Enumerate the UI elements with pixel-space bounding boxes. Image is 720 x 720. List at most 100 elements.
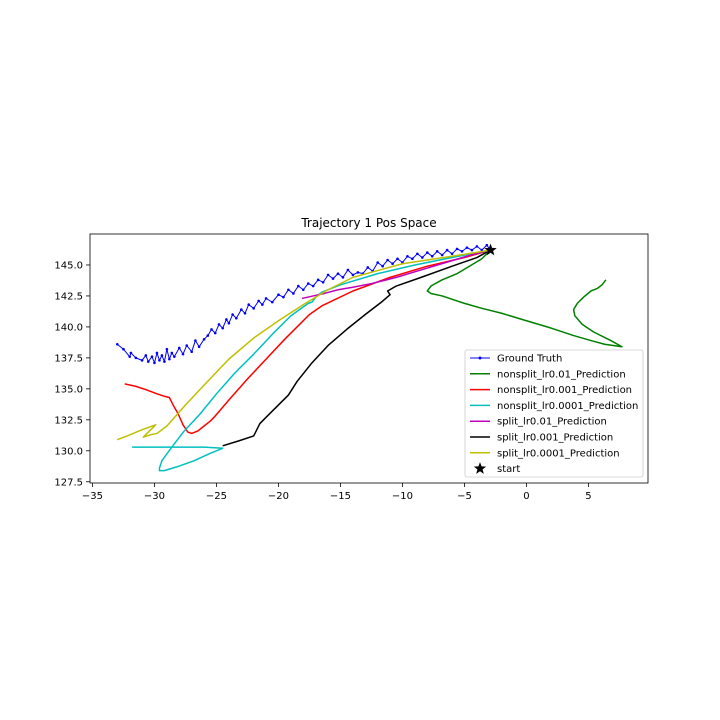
data-point-ground-truth (311, 284, 315, 288)
data-point-ground-truth (475, 245, 479, 248)
data-point-ground-truth (225, 318, 228, 321)
data-point-ground-truth (292, 292, 295, 295)
start-marker-icon (484, 243, 497, 256)
data-point-ground-truth (270, 300, 274, 304)
x-tick-label: −25 (206, 491, 227, 502)
data-point-ground-truth (391, 262, 394, 266)
data-point-ground-truth (177, 346, 181, 350)
data-point-ground-truth (144, 354, 148, 357)
data-point-ground-truth (146, 360, 150, 363)
x-axis: −35 −30 −25 −20 −15 −10 −5 0 5 (82, 483, 592, 502)
data-point-ground-truth (465, 246, 469, 249)
y-tick-label: 130.0 (54, 446, 83, 457)
x-tick-label: −5 (457, 491, 472, 502)
data-point-ground-truth (282, 295, 285, 299)
data-point-ground-truth (277, 293, 280, 297)
data-point-ground-truth (206, 334, 210, 337)
data-point-ground-truth (239, 308, 243, 311)
data-point-ground-truth (197, 345, 201, 349)
legend-start-icon (473, 462, 487, 474)
legend-label: split_lr0.001_Prediction (497, 433, 613, 444)
series-line-split-lr0-0001-prediction (117, 249, 491, 441)
data-point-ground-truth (217, 323, 221, 326)
data-point-ground-truth (221, 326, 224, 330)
data-point-ground-truth (386, 258, 389, 262)
x-tick-label: −20 (268, 491, 289, 502)
data-point-ground-truth (376, 261, 379, 264)
series-line-nonsplit-lr0-001-prediction (124, 249, 491, 435)
x-tick-label: −30 (144, 491, 165, 502)
data-point-ground-truth (460, 250, 464, 253)
data-point-ground-truth (346, 268, 350, 272)
legend-label: nonsplit_lr0.001_Prediction (497, 385, 632, 396)
data-point-ground-truth (231, 313, 234, 316)
data-point-ground-truth (235, 316, 238, 320)
data-point-ground-truth (170, 351, 174, 355)
data-point-ground-truth (356, 271, 360, 274)
data-point-ground-truth (326, 273, 330, 277)
data-point-ground-truth (406, 254, 409, 258)
series-line-nonsplit-lr0-01-prediction (426, 249, 623, 348)
data-point-ground-truth (227, 321, 231, 325)
data-point-ground-truth (297, 284, 300, 288)
data-point-ground-truth (185, 344, 189, 347)
data-point-ground-truth (381, 264, 384, 268)
data-point-ground-truth (321, 281, 325, 284)
x-tick-label: −15 (330, 491, 351, 502)
data-point-ground-truth (331, 277, 335, 280)
data-point-ground-truth (213, 331, 217, 335)
data-point-ground-truth (416, 252, 419, 256)
data-point-ground-truth (155, 351, 159, 355)
x-tick-label: 0 (523, 491, 529, 502)
y-tick-label: 142.5 (54, 291, 83, 302)
plot-frame (89, 233, 649, 484)
y-tick-label: 127.5 (54, 477, 83, 488)
data-point-ground-truth (301, 288, 305, 292)
y-tick-label: 145.0 (54, 260, 83, 271)
data-point-ground-truth (128, 355, 131, 358)
chart-title: Trajectory 1 Pos Space (300, 216, 436, 230)
data-point-ground-truth (153, 361, 156, 365)
data-point-ground-truth (129, 351, 133, 355)
data-point-ground-truth (264, 297, 268, 300)
data-point-ground-truth (336, 272, 340, 275)
legend-label: start (497, 464, 520, 475)
data-point-ground-truth (247, 303, 251, 306)
data-point-ground-truth (435, 250, 439, 253)
series-layer (115, 243, 623, 472)
y-tick-label: 135.0 (54, 384, 83, 395)
data-point-ground-truth (341, 276, 345, 279)
data-point-ground-truth (202, 338, 206, 341)
legend-label: Ground Truth (497, 354, 562, 365)
data-point-ground-truth (252, 307, 255, 310)
data-point-ground-truth (150, 355, 154, 358)
data-point-ground-truth (210, 328, 213, 331)
data-point-ground-truth (440, 253, 444, 257)
data-point-ground-truth (165, 347, 169, 351)
legend: Ground Truth nonsplit_lr0.01_Predictionno… (464, 349, 644, 478)
data-point-ground-truth (455, 247, 459, 251)
x-tick-label: −10 (392, 491, 413, 502)
data-point-ground-truth (306, 282, 310, 285)
data-point-ground-truth (163, 360, 166, 363)
data-point-ground-truth (122, 347, 125, 351)
y-tick-label: 132.5 (54, 415, 83, 426)
data-point-ground-truth (470, 248, 474, 252)
data-point-ground-truth (115, 342, 119, 346)
data-point-ground-truth (134, 356, 138, 360)
legend-label: split_lr0.0001_Prediction (497, 448, 620, 459)
data-point-ground-truth (257, 299, 260, 303)
y-axis: 127.5 130.0 132.5 135.0 137.5 140.0 142.5 145.0 (54, 260, 90, 488)
data-point-ground-truth (351, 273, 355, 277)
data-point-ground-truth (445, 248, 449, 252)
data-point-ground-truth (173, 355, 176, 358)
data-point-ground-truth (140, 359, 144, 362)
y-tick-label: 140.0 (54, 322, 83, 333)
data-point-ground-truth (181, 352, 185, 356)
x-tick-label: 5 (585, 491, 591, 502)
data-point-ground-truth (396, 257, 399, 261)
data-point-ground-truth (261, 303, 264, 306)
data-point-ground-truth (158, 359, 161, 362)
data-point-ground-truth (485, 243, 489, 247)
